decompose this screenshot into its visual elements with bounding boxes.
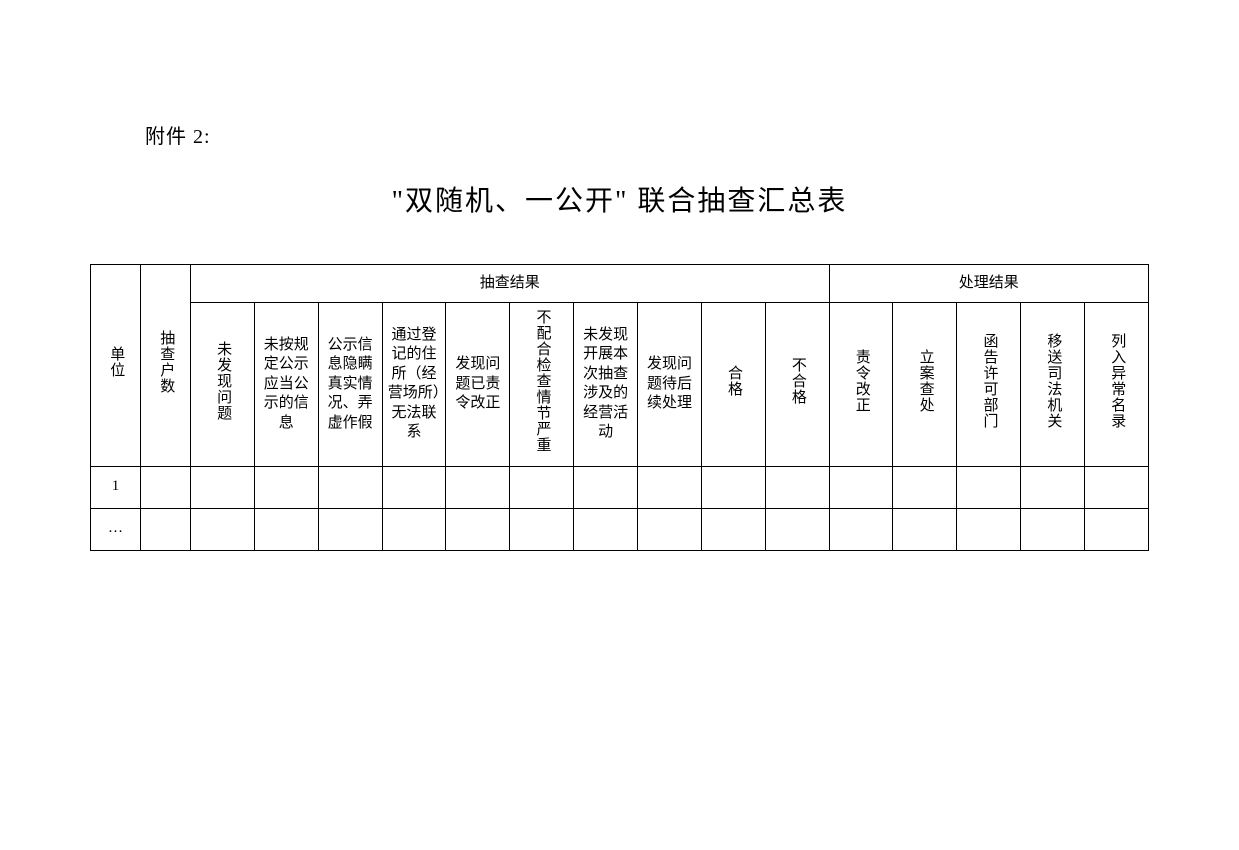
col-no-activity: 未发现开展本次抽查涉及的经营活动: [574, 303, 638, 467]
cell: [382, 466, 446, 508]
cell: [701, 508, 765, 550]
cell: [318, 466, 382, 508]
cell: [893, 466, 957, 508]
cell: [893, 508, 957, 550]
cell: [446, 466, 510, 508]
cell: [141, 508, 191, 550]
header-row-group: 单位 抽查户数 抽查结果 处理结果: [91, 265, 1149, 303]
cell: [957, 466, 1021, 508]
attachment-label: 附件 2:: [145, 120, 1149, 149]
col-pending: 发现问题待后续处理: [638, 303, 702, 467]
table-body: 1 …: [91, 466, 1149, 550]
cell: [1021, 508, 1085, 550]
table-row: 1: [91, 466, 1149, 508]
col-abnormal: 列入异常名录: [1085, 303, 1149, 467]
cell: [638, 508, 702, 550]
col-notify: 函告许可部门: [957, 303, 1021, 467]
col-order-correct: 责令改正: [829, 303, 893, 467]
cell: [1085, 508, 1149, 550]
cell: [318, 508, 382, 550]
cell-index: 1: [91, 466, 141, 508]
group-inspection-result: 抽查结果: [191, 265, 830, 303]
col-file-case: 立案查处: [893, 303, 957, 467]
summary-table: 单位 抽查户数 抽查结果 处理结果 未发现问题 未按规定公示应当公示的信息 公示…: [90, 264, 1149, 551]
col-serious: 不配合检查情节严重: [510, 303, 574, 467]
col-rectified: 发现问题已责令改正: [446, 303, 510, 467]
col-qualified: 合格: [701, 303, 765, 467]
document-page: 附件 2: "双随机、一公开" 联合抽查汇总表 单位 抽查户数 抽查结果 处理结…: [0, 0, 1239, 551]
cell: [765, 466, 829, 508]
cell: [638, 466, 702, 508]
col-not-disclosed: 未按规定公示应当公示的信息: [254, 303, 318, 467]
table-row: …: [91, 508, 1149, 550]
col-unit: 单位: [91, 265, 141, 467]
cell: [957, 508, 1021, 550]
table-header: 单位 抽查户数 抽查结果 处理结果 未发现问题 未按规定公示应当公示的信息 公示…: [91, 265, 1149, 467]
cell: [510, 508, 574, 550]
cell: [829, 466, 893, 508]
header-row-sub: 未发现问题 未按规定公示应当公示的信息 公示信息隐瞒真实情况、弄虚作假 通过登记…: [91, 303, 1149, 467]
cell: [382, 508, 446, 550]
cell: [254, 508, 318, 550]
cell: [1085, 466, 1149, 508]
cell: [191, 508, 255, 550]
col-transfer: 移送司法机关: [1021, 303, 1085, 467]
cell-index: …: [91, 508, 141, 550]
cell: [765, 508, 829, 550]
group-handling-result: 处理结果: [829, 265, 1148, 303]
cell: [701, 466, 765, 508]
document-title: "双随机、一公开" 联合抽查汇总表: [90, 179, 1149, 219]
cell: [574, 508, 638, 550]
cell: [829, 508, 893, 550]
col-no-contact: 通过登记的住所（经营场所）无法联系: [382, 303, 446, 467]
cell: [446, 508, 510, 550]
cell: [1021, 466, 1085, 508]
cell: [574, 466, 638, 508]
cell: [191, 466, 255, 508]
cell: [141, 466, 191, 508]
col-count: 抽查户数: [141, 265, 191, 467]
col-no-issue: 未发现问题: [191, 303, 255, 467]
col-unqualified: 不合格: [765, 303, 829, 467]
cell: [510, 466, 574, 508]
col-concealment: 公示信息隐瞒真实情况、弄虚作假: [318, 303, 382, 467]
cell: [254, 466, 318, 508]
